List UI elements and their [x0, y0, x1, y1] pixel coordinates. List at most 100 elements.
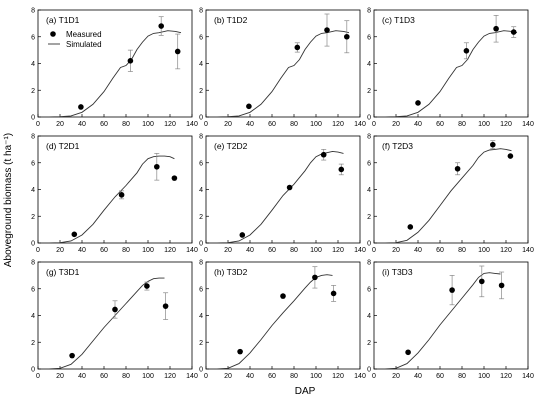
x-tick-label: 120 [332, 247, 344, 254]
y-tick-label: 2 [367, 214, 371, 221]
x-tick-label: 20 [224, 247, 232, 254]
x-tick-label: 100 [478, 121, 490, 128]
measured-point [174, 48, 181, 55]
simulated-line [216, 30, 350, 118]
x-tick-label: 100 [142, 247, 154, 254]
x-tick-label: 120 [164, 247, 176, 254]
y-tick-label: 8 [367, 260, 371, 267]
measured-point [158, 23, 164, 29]
y-tick-label: 0 [199, 367, 203, 374]
x-tick-label: 140 [354, 247, 366, 254]
measured-point [294, 44, 301, 51]
measured-point [162, 303, 169, 309]
y-axis-title: Aboveground biomass (t ha⁻¹) [3, 133, 14, 267]
y-tick-label: 0 [31, 115, 35, 122]
measured-point [154, 163, 160, 170]
y-tick-label: 2 [31, 214, 35, 221]
panel-title: (g) T3D1 [46, 267, 80, 277]
x-tick-label: 80 [458, 373, 466, 380]
x-tick-label: 0 [204, 373, 208, 380]
y-tick-label: 4 [199, 313, 203, 320]
legend-label-simulated: Simulated [66, 40, 102, 49]
simulated-line [384, 30, 518, 118]
x-tick-label: 80 [458, 247, 466, 254]
panel: 0 20 40 60 80 100 120 140 0 2 4 6 8 (g) T3D1 [31, 260, 198, 381]
x-tick-label: 140 [354, 121, 366, 128]
panel: 0 20 40 60 80 100 120 140 0 2 4 6 8 (c) T1D3 [367, 8, 534, 129]
x-tick-label: 120 [164, 373, 176, 380]
x-tick-label: 100 [142, 121, 154, 128]
measured-point [407, 224, 414, 230]
x-tick-label: 120 [500, 373, 512, 380]
panel: 0 20 40 60 80 100 120 140 0 2 4 6 8 (i) T3D3 [367, 260, 534, 381]
measured-point [69, 352, 75, 359]
panel: 0 20 40 60 80 100 120 140 0 2 4 6 8 (a) T1D1 MeasuredS… [31, 8, 198, 129]
x-tick-label: 0 [36, 121, 40, 128]
y-tick-label: 0 [199, 115, 203, 122]
x-tick-label: 60 [436, 373, 444, 380]
panel: 0 20 40 60 80 100 120 140 0 2 4 6 8 (b) T1D2 [199, 8, 366, 129]
y-tick-label: 6 [199, 286, 203, 293]
measured-point [171, 175, 178, 181]
measured-point [498, 282, 505, 289]
y-tick-label: 0 [367, 367, 371, 374]
x-tick-label: 80 [290, 247, 298, 254]
x-tick-label: 20 [392, 121, 400, 128]
x-tick-label: 140 [522, 121, 534, 128]
x-tick-label: 80 [122, 121, 130, 128]
y-tick-label: 2 [31, 88, 35, 95]
x-tick-label: 40 [78, 373, 86, 380]
x-tick-label: 100 [478, 247, 490, 254]
y-tick-label: 2 [367, 340, 371, 347]
x-tick-label: 20 [224, 373, 232, 380]
x-tick-label: 20 [56, 373, 64, 380]
y-tick-label: 8 [367, 134, 371, 141]
x-tick-label: 0 [36, 247, 40, 254]
x-axis-title: DAP [295, 386, 316, 397]
panel-title: (e) T2D2 [214, 141, 248, 151]
plot-frame [37, 9, 193, 118]
measured-point [415, 100, 421, 106]
simulated-line [48, 155, 175, 244]
measured-point [127, 58, 134, 64]
x-tick-label: 100 [478, 373, 490, 380]
panel: 0 20 40 60 80 100 120 140 0 2 4 6 8 (e) T2D2 [199, 134, 366, 255]
panel-title: (c) T1D3 [382, 15, 415, 25]
measured-point [286, 184, 293, 191]
panel-title: (i) T3D3 [382, 267, 413, 277]
plot-frame [373, 261, 529, 370]
x-tick-label: 20 [56, 247, 64, 254]
y-tick-label: 0 [31, 241, 35, 248]
panel: 0 20 40 60 80 100 120 140 0 2 4 6 8 (f) T2D3 [367, 134, 534, 255]
x-tick-label: 40 [78, 247, 86, 254]
y-tick-label: 4 [367, 313, 371, 320]
x-tick-label: 120 [500, 247, 512, 254]
x-tick-label: 40 [78, 121, 86, 128]
panel-title: (b) T1D2 [214, 15, 248, 25]
y-tick-label: 8 [199, 8, 203, 15]
y-tick-label: 8 [199, 134, 203, 141]
simulated-line [384, 272, 501, 370]
y-tick-label: 2 [199, 88, 203, 95]
x-tick-label: 60 [100, 373, 108, 380]
y-tick-label: 0 [31, 367, 35, 374]
plot-frame [205, 261, 361, 370]
x-tick-label: 120 [332, 121, 344, 128]
x-tick-label: 40 [246, 373, 254, 380]
panel-title: (h) T3D2 [214, 267, 248, 277]
x-tick-label: 140 [522, 247, 534, 254]
y-tick-label: 0 [199, 241, 203, 248]
panel: 0 20 40 60 80 100 120 140 0 2 4 6 8 (d) T2D1 [31, 134, 198, 255]
measured-point [237, 348, 243, 355]
x-tick-label: 0 [372, 121, 376, 128]
x-tick-label: 60 [436, 247, 444, 254]
x-tick-label: 60 [268, 121, 276, 128]
simulated-line [216, 274, 333, 370]
y-tick-label: 2 [199, 214, 203, 221]
x-tick-label: 80 [122, 247, 130, 254]
legend-label-measured: Measured [66, 30, 102, 39]
y-tick-label: 4 [367, 187, 371, 194]
x-tick-label: 120 [164, 121, 176, 128]
y-tick-label: 2 [31, 340, 35, 347]
